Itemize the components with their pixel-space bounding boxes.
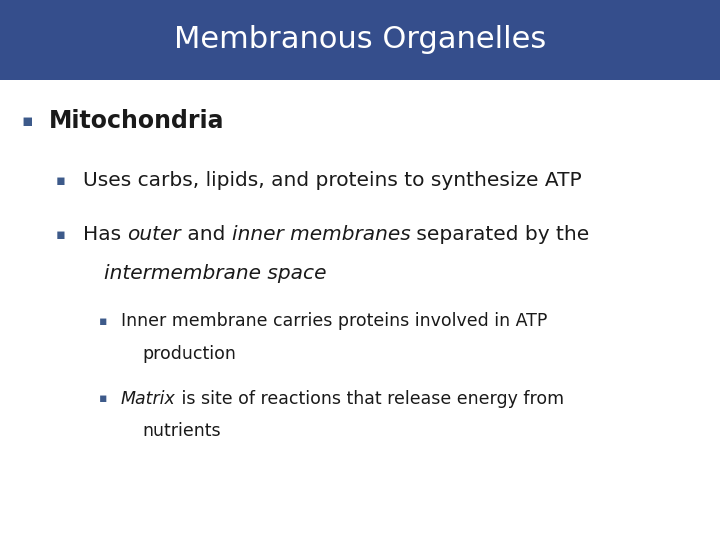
Text: Membranous Organelles: Membranous Organelles: [174, 25, 546, 55]
Text: separated by the: separated by the: [410, 225, 590, 245]
Text: is site of reactions that release energy from: is site of reactions that release energy…: [176, 389, 564, 408]
Text: Uses carbs, lipids, and proteins to synthesize ATP: Uses carbs, lipids, and proteins to synt…: [83, 171, 582, 191]
Text: ▪: ▪: [99, 392, 108, 405]
Text: and: and: [181, 225, 232, 245]
Text: ▪: ▪: [99, 315, 108, 328]
Text: nutrients: nutrients: [143, 422, 221, 440]
Text: Inner membrane carries proteins involved in ATP: Inner membrane carries proteins involved…: [121, 312, 547, 330]
Text: outer: outer: [127, 225, 181, 245]
Text: Has: Has: [83, 225, 127, 245]
Text: production: production: [143, 345, 236, 363]
Text: inner membranes: inner membranes: [232, 225, 410, 245]
Bar: [0, 0, 720, 80]
Text: ▪: ▪: [56, 173, 66, 188]
Text: ▪: ▪: [22, 112, 33, 131]
Text: Matrix: Matrix: [121, 389, 176, 408]
Text: ▪: ▪: [56, 227, 66, 242]
Text: Mitochondria: Mitochondria: [49, 110, 225, 133]
Text: intermembrane space: intermembrane space: [104, 264, 327, 284]
